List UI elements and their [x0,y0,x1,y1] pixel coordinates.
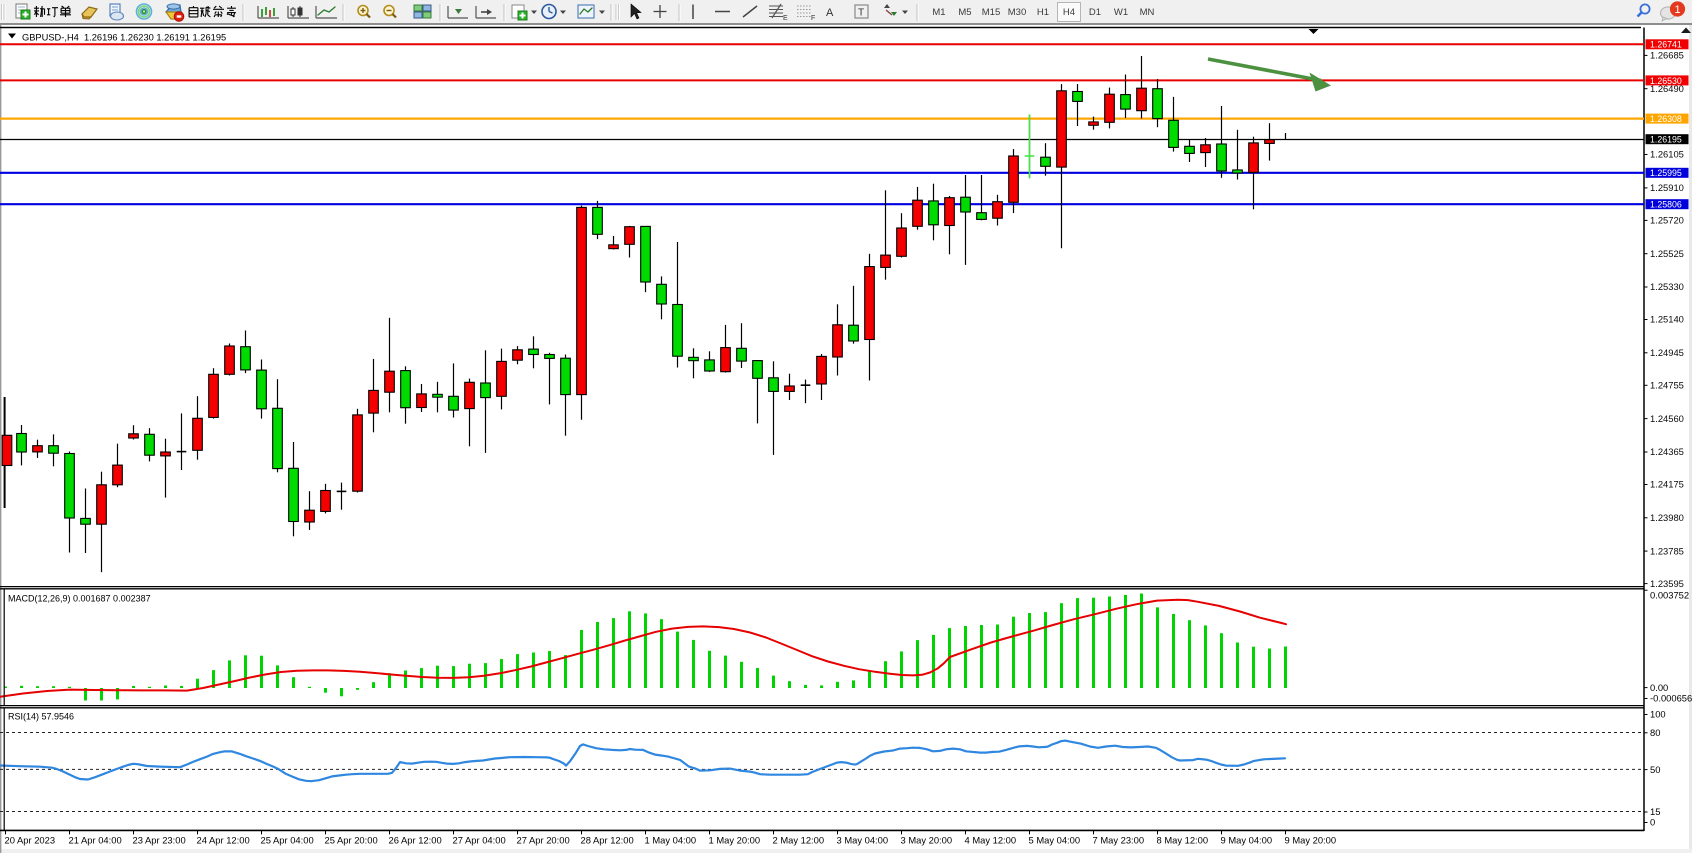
svg-text:24 Apr 12:00: 24 Apr 12:00 [197,835,250,846]
svg-text:9 May 04:00: 9 May 04:00 [1221,835,1273,846]
svg-text:E: E [783,15,788,22]
svg-text:9 May 20:00: 9 May 20:00 [1285,835,1337,846]
svg-text:15: 15 [1650,806,1660,817]
svg-text:1.26195: 1.26195 [1650,135,1682,145]
svg-text:1.24365: 1.24365 [1650,446,1684,457]
svg-text:F: F [811,15,815,22]
svg-text:27 Apr 20:00: 27 Apr 20:00 [517,835,570,846]
svg-text:H1: H1 [1037,7,1049,18]
svg-text:100: 100 [1650,709,1666,720]
svg-text:1.25140: 1.25140 [1650,314,1684,325]
svg-text:2 May 12:00: 2 May 12:00 [773,835,825,846]
svg-text:1.26105: 1.26105 [1650,149,1684,160]
svg-text:T: T [858,8,864,19]
svg-text:1: 1 [1674,4,1680,16]
svg-text:21 Apr 04:00: 21 Apr 04:00 [69,835,122,846]
svg-text:1.25995: 1.25995 [1650,168,1682,178]
svg-text:1.26741: 1.26741 [1650,40,1682,50]
svg-text:A: A [826,7,834,19]
svg-text:M15: M15 [982,7,1000,18]
svg-text:1.25806: 1.25806 [1650,200,1682,210]
svg-text:28 Apr 12:00: 28 Apr 12:00 [581,835,634,846]
svg-text:0.00: 0.00 [1650,682,1668,693]
svg-text:3 May 04:00: 3 May 04:00 [837,835,889,846]
svg-text:1.26530: 1.26530 [1650,76,1682,86]
svg-text:0: 0 [1650,817,1655,828]
svg-text:GBPUSD-,H4 1.26196 1.26230 1.: GBPUSD-,H4 1.26196 1.26230 1.26191 1.261… [22,33,226,43]
svg-text:1 May 20:00: 1 May 20:00 [709,835,761,846]
svg-text:1.24945: 1.24945 [1650,347,1684,358]
svg-text:1.25330: 1.25330 [1650,281,1684,292]
svg-text:1.25910: 1.25910 [1650,182,1684,193]
svg-text:1.25525: 1.25525 [1650,248,1684,259]
svg-text:1.26685: 1.26685 [1650,50,1684,61]
svg-text:RSI(14) 57.9546: RSI(14) 57.9546 [8,712,74,722]
svg-text:23 Apr 23:00: 23 Apr 23:00 [133,835,186,846]
svg-text:-0.000656: -0.000656 [1650,693,1692,704]
svg-text:26 Apr 12:00: 26 Apr 12:00 [389,835,442,846]
svg-text:H4: H4 [1063,7,1075,18]
svg-text:80: 80 [1650,727,1660,738]
svg-text:25 Apr 04:00: 25 Apr 04:00 [261,835,314,846]
svg-text:W1: W1 [1114,7,1128,18]
svg-text:1.23595: 1.23595 [1650,578,1684,589]
svg-text:1.25720: 1.25720 [1650,215,1684,226]
svg-text:M30: M30 [1008,7,1026,18]
svg-text:M1: M1 [932,7,945,18]
svg-text:MACD(12,26,9) 0.001687 0.00238: MACD(12,26,9) 0.001687 0.002387 [8,594,151,604]
svg-text:5 May 04:00: 5 May 04:00 [1029,835,1081,846]
svg-text:1.24175: 1.24175 [1650,479,1684,490]
svg-text:1.24560: 1.24560 [1650,413,1684,424]
svg-text:7 May 23:00: 7 May 23:00 [1093,835,1145,846]
svg-text:1.26490: 1.26490 [1650,83,1684,94]
svg-text:1.23980: 1.23980 [1650,512,1684,523]
svg-text:MN: MN [1140,7,1155,18]
svg-text:8 May 12:00: 8 May 12:00 [1157,835,1209,846]
svg-text:27 Apr 04:00: 27 Apr 04:00 [453,835,506,846]
svg-text:M5: M5 [958,7,971,18]
svg-text:4 May 12:00: 4 May 12:00 [965,835,1017,846]
svg-text:D1: D1 [1089,7,1101,18]
svg-text:1 May 04:00: 1 May 04:00 [645,835,697,846]
svg-text:3 May 20:00: 3 May 20:00 [901,835,953,846]
svg-text:20 Apr 2023: 20 Apr 2023 [5,835,56,846]
svg-text:25 Apr 20:00: 25 Apr 20:00 [325,835,378,846]
svg-text:1.24755: 1.24755 [1650,380,1684,391]
svg-text:1.26308: 1.26308 [1650,114,1682,124]
svg-text:1.23785: 1.23785 [1650,545,1684,556]
svg-text:0.003752: 0.003752 [1650,589,1689,600]
svg-text:50: 50 [1650,764,1660,775]
